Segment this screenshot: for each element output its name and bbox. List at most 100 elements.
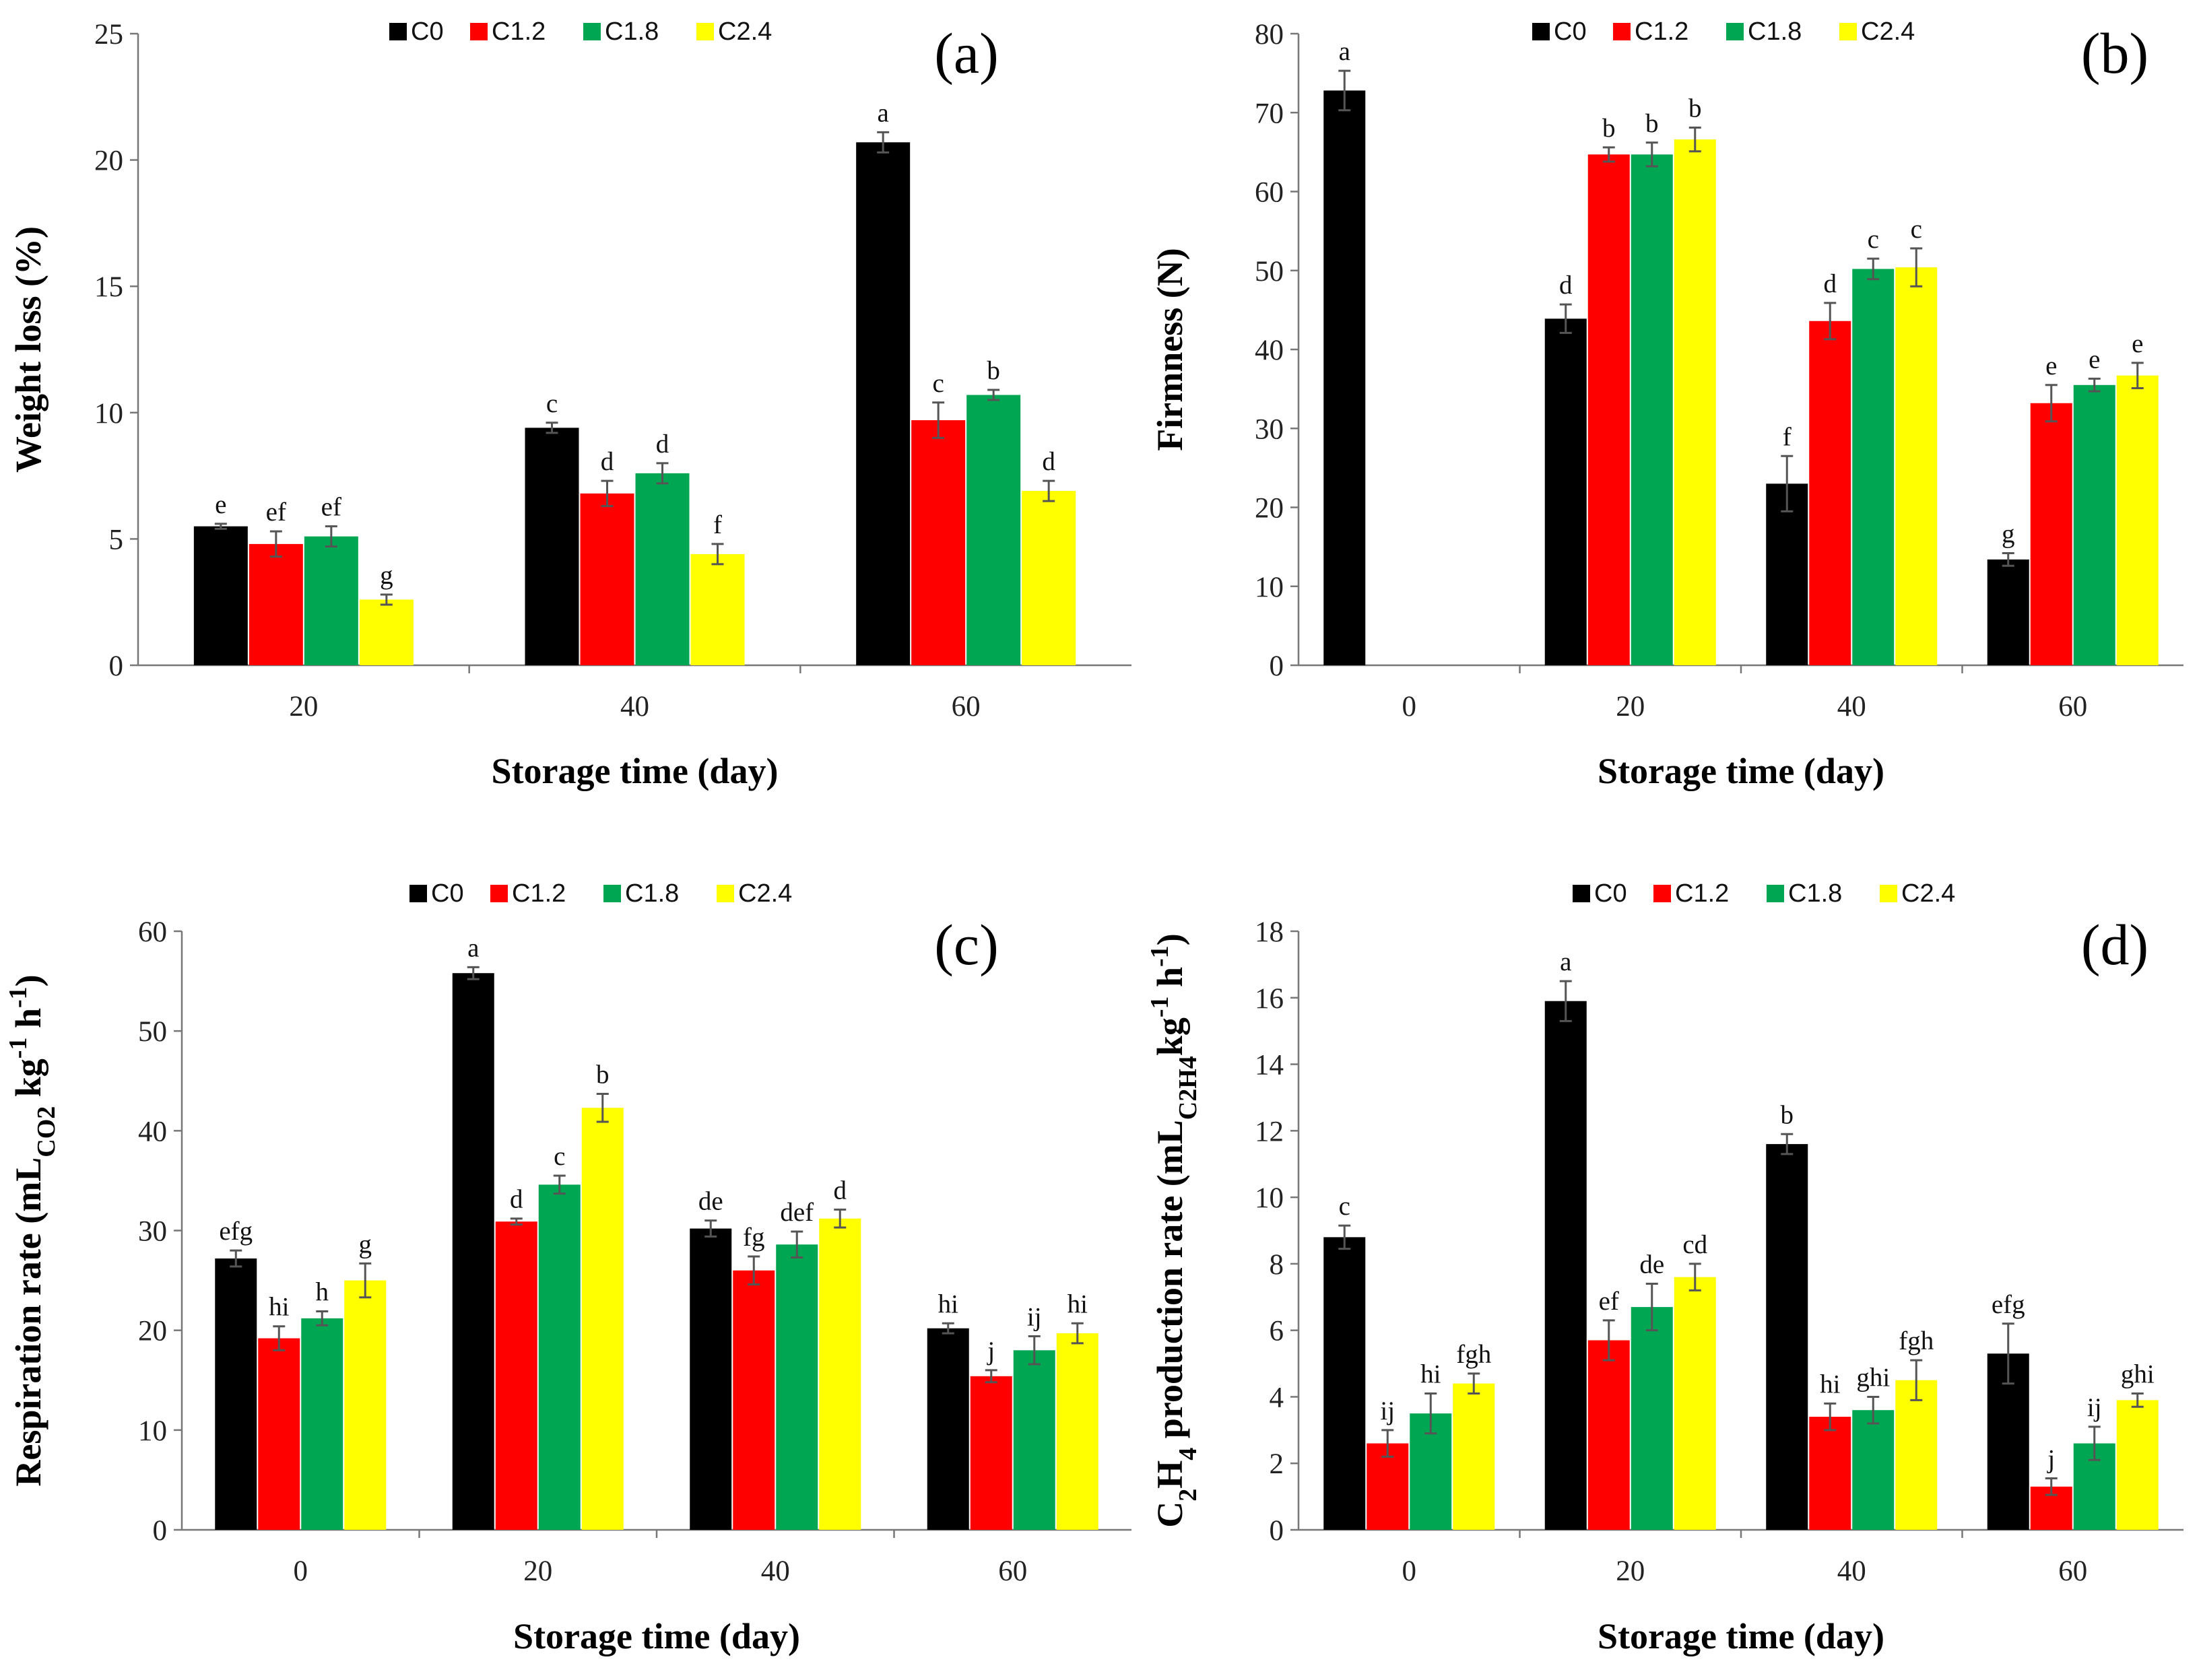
y-tick-label: 10 xyxy=(1255,572,1284,603)
x-tick-label: 60 xyxy=(998,1555,1027,1587)
significance-letter: c xyxy=(933,369,944,398)
y-tick-label: 15 xyxy=(94,271,123,303)
y-tick-label: 0 xyxy=(1270,1515,1284,1547)
bar-C0-0 xyxy=(1323,90,1366,666)
significance-letter: a xyxy=(1339,37,1350,66)
bar-C1.2-20 xyxy=(495,1221,537,1530)
bar-C1.2-20 xyxy=(1587,154,1630,665)
legend-label-C2.4: C2.4 xyxy=(718,18,772,46)
significance-letter: d xyxy=(834,1176,847,1205)
legend-label-C1.8: C1.8 xyxy=(1788,879,1842,908)
significance-letter: c xyxy=(546,389,558,418)
y-tick-label: 0 xyxy=(1270,650,1284,682)
legend-label-C2.4: C2.4 xyxy=(738,879,792,908)
legend-label-C0: C0 xyxy=(431,879,464,908)
significance-letter: b xyxy=(987,356,1000,385)
x-axis-title: Storage time (day) xyxy=(492,751,779,791)
significance-letter: b xyxy=(1781,1100,1794,1129)
y-axis-title: Firmness (N) xyxy=(1150,248,1190,450)
significance-letter: ghi xyxy=(2121,1360,2155,1389)
y-tick-label: 70 xyxy=(1255,98,1284,129)
significance-letter: e xyxy=(215,490,226,519)
y-tick-label: 20 xyxy=(138,1316,167,1347)
bar-C2.4-20 xyxy=(1674,139,1716,666)
bar-C1.8-40 xyxy=(1852,1410,1895,1530)
y-tick-label: 30 xyxy=(1255,413,1284,445)
x-tick-label: 20 xyxy=(289,691,318,723)
legend-swatch-C0 xyxy=(1573,885,1590,902)
significance-letter: c xyxy=(1339,1192,1350,1221)
y-tick-label: 50 xyxy=(1255,256,1284,288)
y-tick-label: 10 xyxy=(1255,1182,1284,1214)
bar-C1.2-40 xyxy=(1809,321,1851,665)
legend-swatch-C1.8 xyxy=(1726,23,1744,40)
significance-letter: hi xyxy=(1420,1360,1441,1389)
significance-letter: d xyxy=(656,430,669,459)
legend-swatch-C1.2 xyxy=(490,885,508,902)
significance-letter: c xyxy=(554,1142,565,1171)
legend-swatch-C1.2 xyxy=(470,23,488,40)
bar-C2.4-20 xyxy=(581,1108,624,1530)
bar-C1.8-60 xyxy=(966,395,1021,665)
significance-letter: c xyxy=(1911,215,1922,244)
bar-C1.8-40 xyxy=(1852,269,1895,665)
legend-swatch-C1.2 xyxy=(1613,23,1631,40)
bar-C0-60 xyxy=(1987,559,2029,665)
y-tick-label: 40 xyxy=(1255,335,1284,366)
bar-C1.2-40 xyxy=(733,1270,775,1530)
y-tick-label: 80 xyxy=(1255,19,1284,51)
legend-label-C1.8: C1.8 xyxy=(1748,18,1802,46)
bar-C0-20 xyxy=(452,973,494,1530)
bar-C1.8-60 xyxy=(1013,1350,1055,1530)
bar-C1.8-40 xyxy=(635,473,690,665)
y-tick-label: 30 xyxy=(138,1216,167,1248)
legend-swatch-C1.8 xyxy=(603,885,621,902)
bar-C0-40 xyxy=(690,1228,732,1530)
significance-letter: h xyxy=(316,1278,329,1307)
bar-C1.8-40 xyxy=(776,1244,818,1530)
significance-letter: e xyxy=(2132,329,2143,358)
y-tick-label: 0 xyxy=(153,1515,168,1547)
bar-C2.4-40 xyxy=(1895,1380,1938,1530)
bar-C2.4-0 xyxy=(344,1280,387,1530)
x-axis-title: Storage time (day) xyxy=(1598,751,1884,791)
significance-letter: j xyxy=(986,1337,995,1366)
legend-label-C0: C0 xyxy=(411,18,444,46)
significance-letter: ef xyxy=(266,498,286,527)
legend-label-C2.4: C2.4 xyxy=(1861,18,1915,46)
bar-C1.2-40 xyxy=(580,493,634,665)
x-tick-label: 0 xyxy=(1402,1555,1417,1587)
bar-C2.4-20 xyxy=(359,599,414,665)
legend-swatch-C1.8 xyxy=(583,23,601,40)
significance-letter: hi xyxy=(938,1289,959,1318)
significance-letter: j xyxy=(2046,1444,2055,1473)
y-tick-label: 20 xyxy=(94,145,123,177)
legend-swatch-C2.4 xyxy=(1880,885,1897,902)
legend-swatch-C1.8 xyxy=(1767,885,1784,902)
legend-label-C1.2: C1.2 xyxy=(1635,18,1688,46)
significance-letter: g xyxy=(380,561,393,590)
x-tick-label: 20 xyxy=(1616,1555,1645,1587)
significance-letter: b xyxy=(596,1061,610,1089)
panel-label: (b) xyxy=(2081,21,2148,86)
significance-letter: de xyxy=(1639,1250,1664,1279)
significance-letter: hi xyxy=(1820,1370,1841,1399)
significance-letter: g xyxy=(2002,520,2015,549)
x-tick-label: 0 xyxy=(1402,691,1417,723)
significance-letter: f xyxy=(713,510,722,539)
significance-letter: d xyxy=(601,447,614,476)
x-tick-label: 40 xyxy=(620,691,649,723)
bar-C1.8-60 xyxy=(2073,384,2115,665)
x-tick-label: 20 xyxy=(1616,691,1645,723)
bar-C0-20 xyxy=(193,526,248,665)
significance-letter: a xyxy=(878,98,889,127)
y-tick-label: 8 xyxy=(1270,1249,1284,1281)
bar-C2.4-40 xyxy=(819,1218,861,1530)
legend-swatch-C0 xyxy=(409,885,427,902)
bar-C1.2-0 xyxy=(258,1338,300,1530)
x-tick-label: 60 xyxy=(2058,1555,2087,1587)
y-tick-label: 5 xyxy=(109,524,124,556)
bar-C0-20 xyxy=(1544,1001,1587,1530)
bar-C2.4-0 xyxy=(1453,1383,1495,1530)
legend-label-C1.2: C1.2 xyxy=(492,18,546,46)
